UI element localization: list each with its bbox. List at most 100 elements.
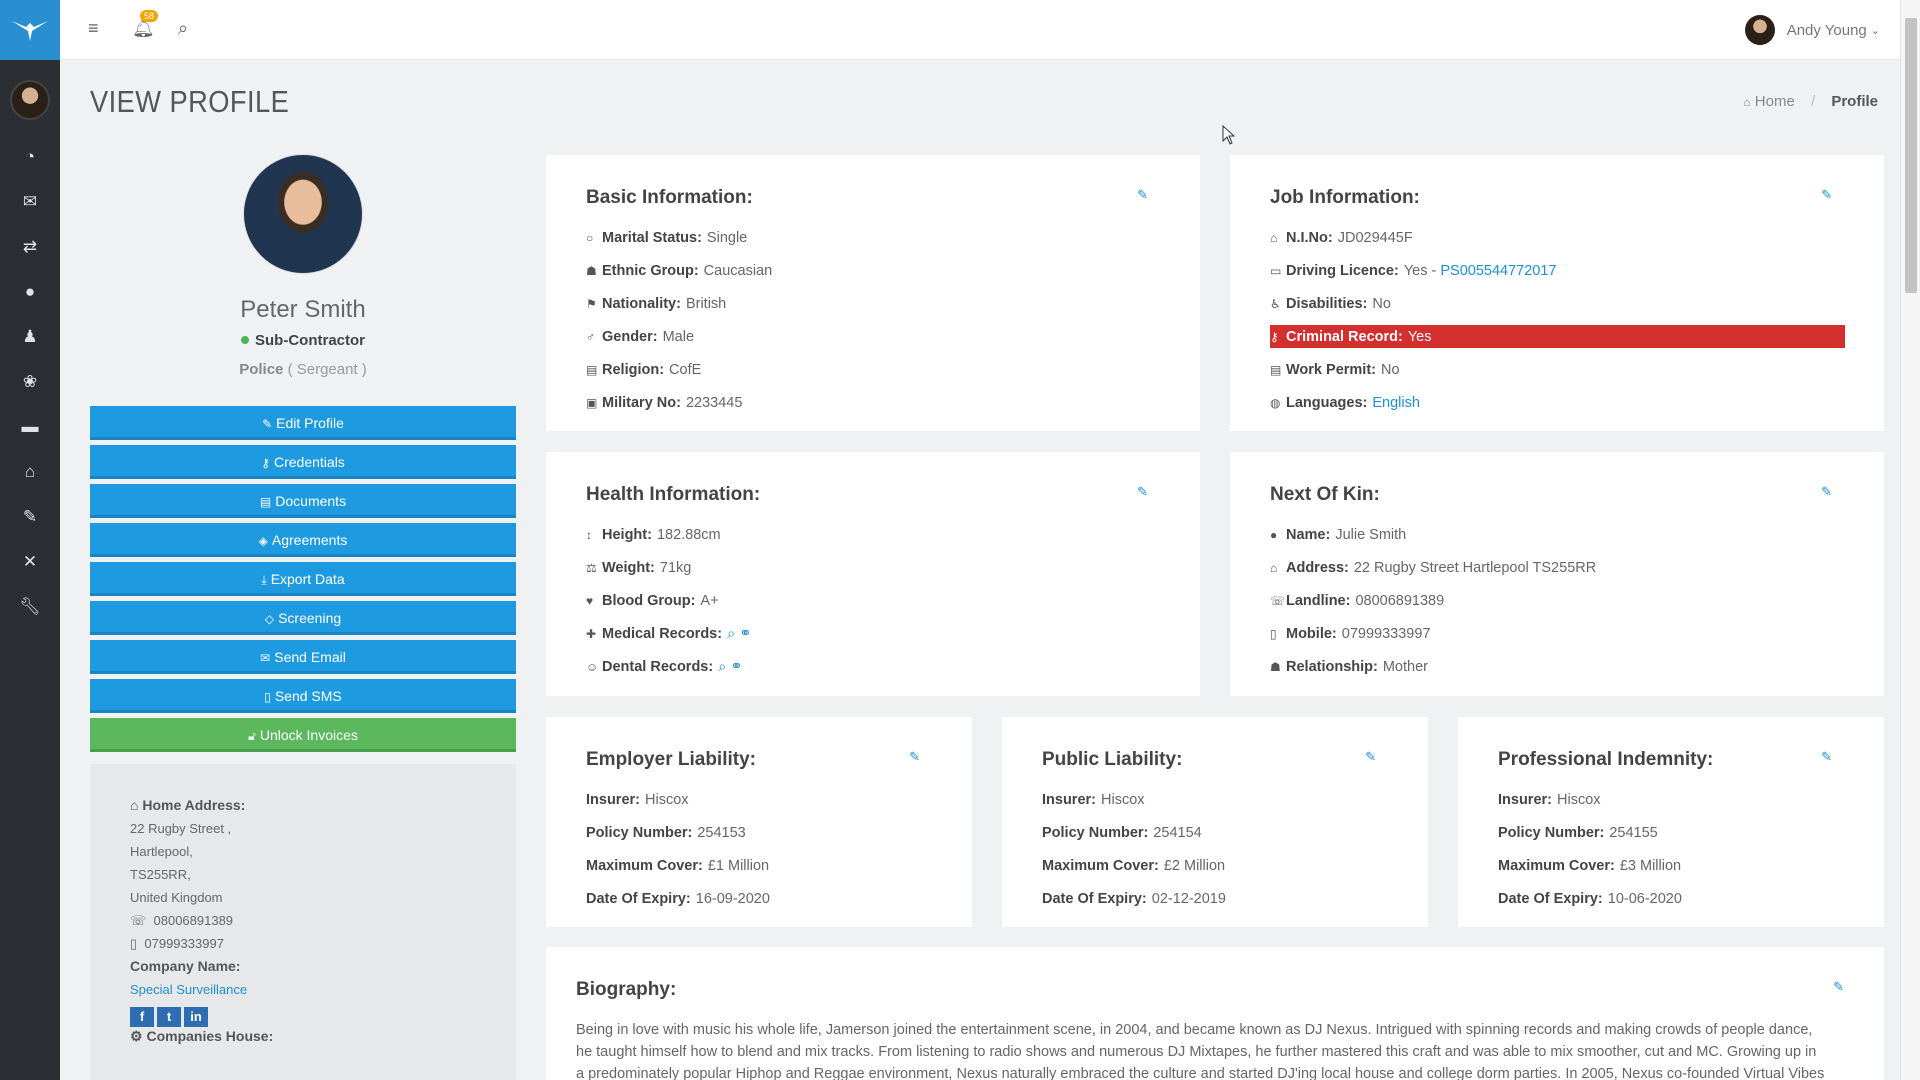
menu-icon[interactable]: ≡: [88, 18, 99, 38]
envelope-icon[interactable]: ✉: [22, 191, 38, 211]
facebook-icon[interactable]: f: [130, 1007, 154, 1027]
job-info-card: Job Information: ✎ ⌂ N.I.No: JD029445F ▭ Dr…: [1230, 155, 1884, 431]
users-icon: ☗: [1270, 659, 1281, 674]
users-icon: ☗: [586, 263, 597, 278]
card-title: Next Of Kin:: [1270, 484, 1380, 505]
book-icon: ▤: [259, 495, 272, 509]
circle-notch-icon: ○: [586, 230, 594, 245]
info-row: ☏ Landline: 08006891389: [1270, 592, 1445, 609]
dashboard-icon[interactable]: ◔: [24, 146, 36, 166]
search-icon[interactable]: ⌕: [718, 658, 727, 675]
search-icon[interactable]: ⌕: [727, 625, 736, 642]
flag-icon: ⚑: [586, 296, 597, 311]
status-dot: [241, 336, 249, 344]
biography-text: Being in love with music his whole life,…: [576, 1022, 1825, 1080]
criminal-record-alert: ⚷ Criminal Record: Yes: [1270, 325, 1845, 348]
exchange-icon[interactable]: ⇄: [22, 236, 38, 256]
agreements-button[interactable]: ◈ Agreements: [90, 523, 516, 557]
bell-icon[interactable]: 🔔︎: [132, 18, 155, 38]
link-icon[interactable]: ⚭: [739, 625, 752, 642]
documents-button[interactable]: ▤ Documents: [90, 484, 516, 518]
info-row: ⚖ Weight: 71kg: [586, 559, 692, 576]
address-line: United Kingdom: [130, 890, 223, 905]
info-row: ▣ Military No: 2233445: [586, 394, 743, 411]
pencil-icon[interactable]: ✎: [1365, 749, 1376, 764]
globe-icon: ◍: [1270, 395, 1281, 410]
address-line: Hartlepool,: [130, 844, 193, 859]
book-icon: ▤: [586, 362, 598, 377]
tools-icon[interactable]: ✕: [22, 551, 38, 571]
mobile-icon: ▯: [130, 936, 138, 951]
search-icon[interactable]: ⌕: [178, 18, 189, 38]
linkedin-icon[interactable]: in: [184, 1007, 208, 1027]
briefcase-icon[interactable]: ▬: [21, 416, 39, 436]
edit-profile-button[interactable]: ✎ Edit Profile: [90, 406, 516, 440]
info-row: ⌂ N.I.No: JD029445F: [1270, 229, 1413, 246]
user-md-icon: ☺: [586, 659, 599, 674]
basic-info-card: Basic Information: ✎ ○ Marital Status: Sin…: [546, 155, 1200, 431]
employer-liability-card: Employer Liability: ✎ Insurer: Hiscox Pol…: [546, 717, 972, 927]
info-row: ♂ Gender: Male: [586, 328, 695, 345]
key-icon: ⚷: [1270, 329, 1279, 344]
health-info-card: Health Information: ✎ ↕ Height: 182.88cm ⚖…: [546, 452, 1200, 696]
info-row: ⚑ Nationality: British: [586, 295, 727, 312]
info-row: ▤ Work Permit: No: [1270, 361, 1400, 378]
pencil-icon[interactable]: ✎: [1137, 187, 1148, 202]
scrollbar-thumb[interactable]: [1905, 18, 1917, 293]
pencil-icon[interactable]: ✎: [1821, 749, 1832, 764]
logo[interactable]: [0, 0, 60, 60]
send-email-button[interactable]: ✉ Send Email: [90, 640, 516, 674]
landline-value: 08006891389: [153, 913, 234, 928]
unlock-invoices-button[interactable]: 🔓︎ Unlock Invoices: [90, 718, 516, 752]
profile-photo: [243, 154, 363, 274]
card-title: Health Information:: [586, 484, 761, 505]
user-menu[interactable]: Andy Young ⌄: [1744, 15, 1880, 45]
link-icon[interactable]: ⚭: [730, 658, 743, 675]
scale-icon: ⚖: [586, 560, 597, 575]
wrench-icon[interactable]: 🔧︎: [19, 596, 41, 616]
public-liability-card: Public Liability: ✎ Insurer: Hiscox Polic…: [1002, 717, 1428, 927]
document-edit-icon[interactable]: ✎: [22, 506, 38, 526]
chevron-down-icon: ⌄: [1870, 24, 1880, 37]
sidebar: ◔ ✉ ⇄ ● ♟ ❀ ▬ ⌂ ✎ ✕ 🔧︎: [0, 0, 60, 1080]
address-heading: Home Address:: [142, 797, 246, 813]
pencil-icon[interactable]: ✎: [1833, 979, 1844, 994]
pencil-icon[interactable]: ✎: [1821, 484, 1832, 499]
user-icon[interactable]: ●: [24, 281, 36, 301]
profile-type: Sub-Contractor: [90, 332, 516, 349]
diamond-icon: ◇: [264, 612, 275, 626]
user-secret-icon[interactable]: ♟: [22, 326, 38, 346]
card-title: Basic Information:: [586, 187, 753, 208]
bank-icon[interactable]: ⌂: [24, 461, 36, 481]
biography-card: Biography: ✎ Being in love with music hi…: [546, 947, 1884, 1080]
notification-badge: 58: [140, 10, 159, 22]
info-row: ✚ Medical Records: ⌕ ⚭: [586, 625, 752, 642]
top-bar: ≡ 🔔︎ 58 ⌕ Andy Young ⌄: [60, 0, 1900, 60]
next-of-kin-card: Next Of Kin: ✎ ● Name: Julie Smith ⌂ Addres…: [1230, 452, 1884, 696]
pencil-icon[interactable]: ✎: [1137, 484, 1148, 499]
language-link[interactable]: English: [1372, 394, 1420, 411]
company-link[interactable]: Special Surveillance: [130, 982, 248, 997]
handshake-icon: ◈: [258, 534, 268, 548]
info-row: ● Name: Julie Smith: [1270, 526, 1407, 543]
screening-button[interactable]: ◇ Screening: [90, 601, 516, 635]
breadcrumb-separator: /: [1810, 93, 1816, 110]
scrollbar[interactable]: [1900, 0, 1920, 1080]
send-sms-button[interactable]: ▯ Send SMS: [90, 679, 516, 713]
profile-column: Peter Smith Sub-Contractor Police ( Serg…: [90, 150, 516, 1080]
breadcrumb: ⌂ Home / Profile: [1743, 93, 1878, 110]
home-icon: ⌂: [1743, 95, 1751, 109]
file-icon: ▤: [1270, 362, 1282, 377]
info-row: ▤ Religion: CofE: [586, 361, 702, 378]
export-data-button[interactable]: ⤓ Export Data: [90, 562, 516, 596]
credentials-button[interactable]: ⚷ Credentials: [90, 445, 516, 479]
driving-licence-link[interactable]: PS005544772017: [1440, 262, 1557, 279]
pencil-icon[interactable]: ✎: [1821, 187, 1832, 202]
twitter-icon[interactable]: t: [157, 1007, 181, 1027]
info-row: ↕ Height: 182.88cm: [586, 526, 721, 543]
sidebar-avatar[interactable]: [10, 80, 50, 120]
pencil-icon[interactable]: ✎: [909, 749, 920, 764]
paw-icon[interactable]: ❀: [22, 371, 38, 391]
breadcrumb-home[interactable]: Home: [1754, 93, 1795, 110]
home-icon: ⌂: [1270, 560, 1278, 575]
